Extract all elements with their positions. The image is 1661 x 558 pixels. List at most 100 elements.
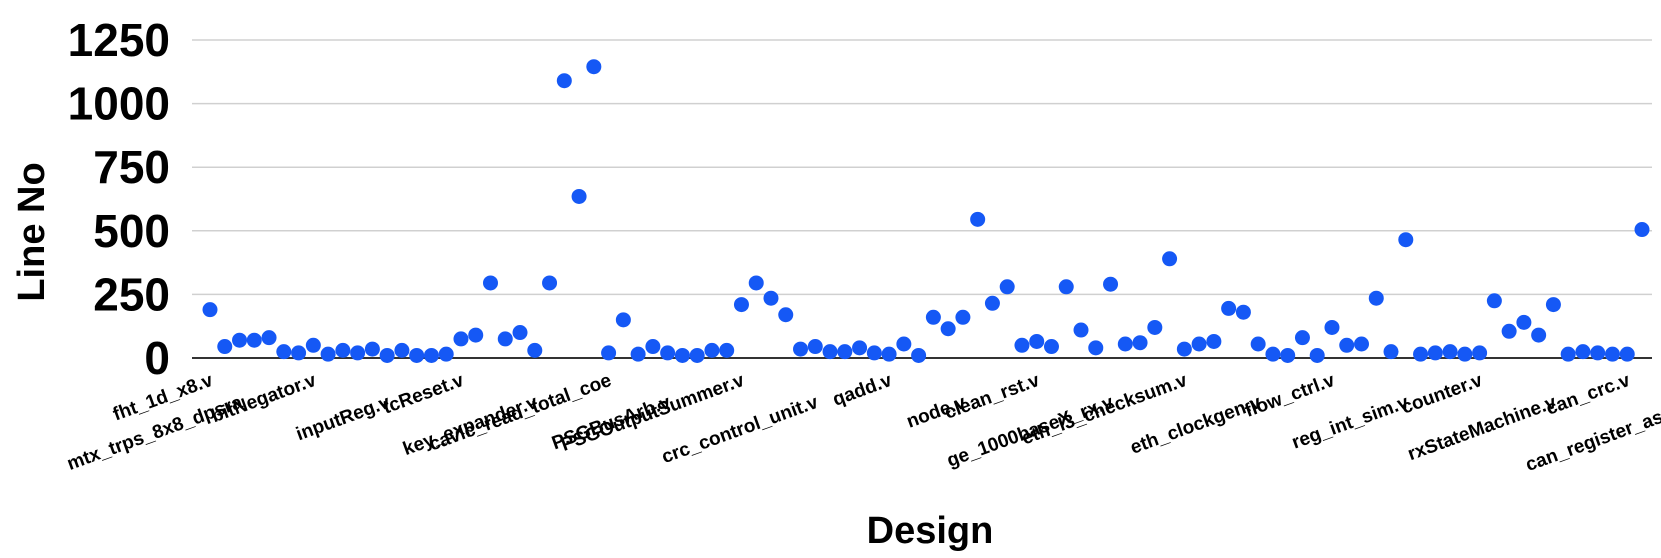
data-point — [601, 345, 617, 361]
data-point — [911, 347, 927, 363]
data-point — [1324, 319, 1340, 335]
data-point — [748, 275, 764, 291]
data-point — [1545, 297, 1561, 313]
data-point — [1265, 346, 1281, 362]
x-tick-label: inputReg.v — [293, 392, 393, 445]
data-point — [409, 347, 425, 363]
y-tick-label: 1250 — [68, 14, 170, 66]
data-point — [1147, 319, 1163, 335]
data-point — [1250, 336, 1266, 352]
data-point — [1531, 327, 1547, 343]
data-point — [453, 331, 469, 347]
data-point — [660, 345, 676, 361]
data-point — [468, 327, 484, 343]
data-point — [719, 342, 735, 358]
x-tick-label: tcReset.v — [380, 370, 467, 419]
data-point — [940, 321, 956, 337]
data-point — [1442, 344, 1458, 360]
data-point — [1398, 232, 1414, 248]
data-point — [438, 346, 454, 362]
data-point — [394, 342, 410, 358]
data-point — [822, 344, 838, 360]
data-point — [571, 188, 587, 204]
data-point — [852, 340, 868, 356]
y-axis-title: Line No — [11, 162, 53, 301]
data-point — [615, 312, 631, 328]
data-point — [1014, 337, 1030, 353]
data-point — [379, 347, 395, 363]
data-point — [1619, 346, 1635, 362]
data-point — [232, 332, 248, 348]
data-point — [1427, 345, 1443, 361]
data-point — [335, 342, 351, 358]
data-point — [1634, 222, 1650, 238]
data-point — [1575, 344, 1591, 360]
data-point — [645, 339, 661, 355]
x-tick-label: flow_ctrl.v — [1242, 370, 1338, 422]
y-tick-label: 500 — [93, 205, 170, 257]
data-point — [1501, 323, 1517, 339]
data-point — [542, 275, 558, 291]
data-point — [261, 330, 277, 346]
data-point — [1472, 345, 1488, 361]
data-point — [202, 302, 218, 318]
data-point — [1604, 346, 1620, 362]
data-point — [482, 275, 498, 291]
data-point — [793, 341, 809, 357]
gridlines — [192, 39, 1652, 359]
data-point — [1191, 336, 1207, 352]
data-point — [1560, 346, 1576, 362]
data-point — [1383, 344, 1399, 360]
y-tick-labels: 0 250 500 750 1000 1250 — [68, 14, 170, 384]
data-point — [955, 309, 971, 325]
data-point — [423, 347, 439, 363]
data-point — [1354, 336, 1370, 352]
data-point — [291, 345, 307, 361]
data-point — [1132, 335, 1148, 351]
data-point — [1413, 346, 1429, 362]
data-point — [217, 339, 233, 355]
data-point — [807, 339, 823, 355]
x-tick-label: can_crc.v — [1543, 370, 1633, 420]
data-points — [202, 59, 1650, 363]
data-point — [674, 347, 690, 363]
data-point — [1339, 337, 1355, 353]
data-point — [881, 346, 897, 362]
data-point — [1176, 341, 1192, 357]
data-point — [1516, 314, 1532, 330]
x-tick-labels: fht_1d_x8.vmtx_trps_8x8_dpsrabitNegator.… — [64, 370, 1661, 476]
data-point — [497, 331, 513, 347]
data-point — [704, 342, 720, 358]
data-point — [305, 337, 321, 353]
data-point — [1117, 336, 1133, 352]
data-point — [763, 290, 779, 306]
data-point — [837, 344, 853, 360]
data-point — [1368, 290, 1384, 306]
data-point — [1221, 300, 1237, 316]
data-point — [689, 347, 705, 363]
data-point — [350, 345, 366, 361]
data-point — [1162, 251, 1178, 267]
data-point — [1206, 333, 1222, 349]
data-point — [1088, 340, 1104, 356]
data-point — [320, 346, 336, 362]
data-point — [984, 295, 1000, 311]
y-tick-label: 1000 — [68, 78, 170, 130]
y-tick-label: 250 — [93, 268, 170, 320]
data-point — [1073, 322, 1089, 338]
data-point — [1058, 279, 1074, 295]
data-point — [896, 336, 912, 352]
data-point — [364, 341, 380, 357]
x-axis-title: Design — [867, 510, 994, 552]
data-point — [1590, 345, 1606, 361]
x-tick-label: qadd.v — [830, 370, 895, 411]
data-point — [586, 59, 602, 75]
y-tick-label: 0 — [144, 332, 170, 384]
data-point — [733, 297, 749, 313]
data-point — [246, 332, 262, 348]
data-point — [1280, 347, 1296, 363]
data-point — [1043, 339, 1059, 355]
data-point — [1457, 346, 1473, 362]
data-point — [1103, 276, 1119, 292]
